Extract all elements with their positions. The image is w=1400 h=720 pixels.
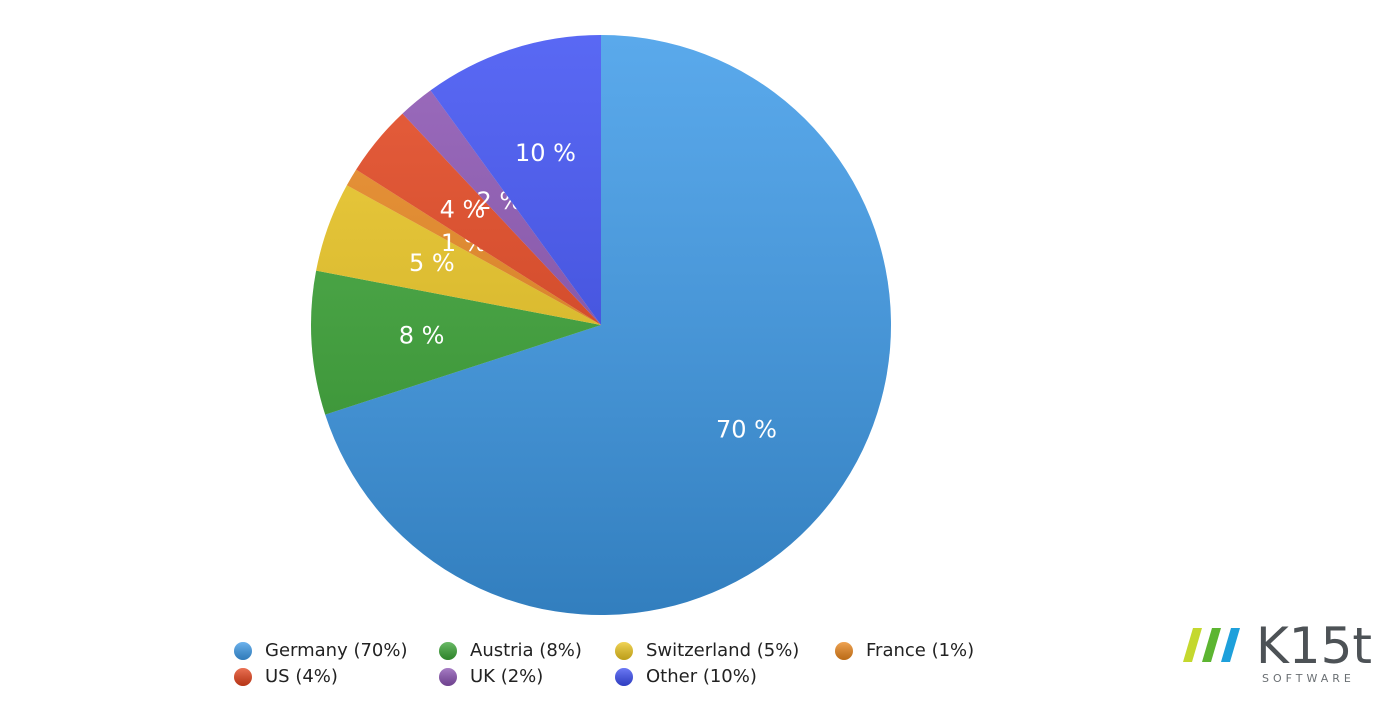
legend-marker-shade <box>615 668 633 686</box>
logo-tagline: SOFTWARE <box>1262 672 1355 685</box>
logo-slash <box>1183 628 1202 662</box>
legend-label: Austria (8%) <box>470 640 582 661</box>
value-label: 70 % <box>716 416 777 444</box>
legend-label: France (1%) <box>866 640 974 661</box>
legend-marker-shade <box>439 642 457 660</box>
legend-marker-shade <box>439 668 457 686</box>
logo-name: K15t <box>1256 617 1372 675</box>
value-label: 8 % <box>399 321 445 349</box>
legend-label: Other (10%) <box>646 666 757 687</box>
legend-marker-shade <box>835 642 853 660</box>
legend-marker-shade <box>615 642 633 660</box>
pie: 70 %8 %5 %1 %4 %2 %10 % <box>311 35 891 615</box>
logo-slash <box>1202 628 1221 662</box>
legend-marker-shade <box>234 642 252 660</box>
legend-label: US (4%) <box>265 666 338 687</box>
logo: K15t SOFTWARE <box>1183 617 1372 685</box>
value-label: 10 % <box>515 139 576 167</box>
legend-label: Switzerland (5%) <box>646 640 799 661</box>
legend: Germany (70%) Austria (8%) Switzerland (5%… <box>234 640 974 687</box>
logo-slash <box>1221 628 1240 662</box>
legend-label: UK (2%) <box>470 666 543 687</box>
legend-label: Germany (70%) <box>265 640 408 661</box>
legend-marker-shade <box>234 668 252 686</box>
